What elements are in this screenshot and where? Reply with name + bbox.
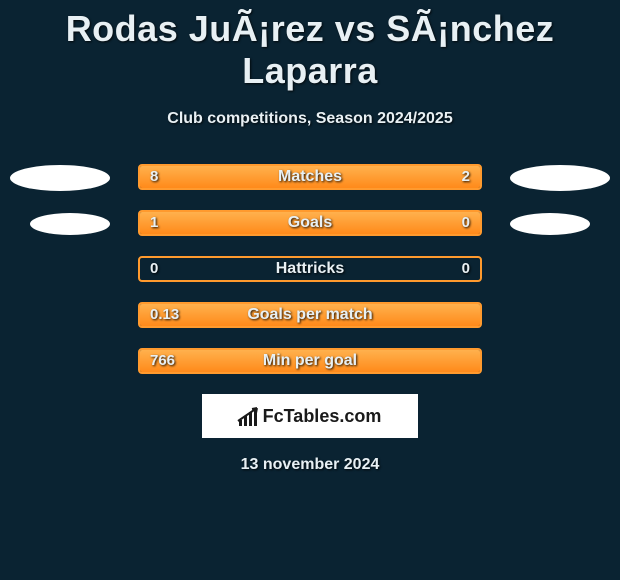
logo: FcTables.com	[239, 406, 382, 427]
stat-label: Hattricks	[140, 258, 480, 280]
comparison-subtitle: Club competitions, Season 2024/2025	[0, 110, 620, 128]
stat-value-left: 8	[150, 166, 158, 188]
stat-row: Matches8 2	[0, 164, 620, 192]
stat-label: Matches	[140, 166, 480, 188]
stat-bar: Goals1 0	[138, 210, 482, 236]
stat-row: Min per goal766	[0, 348, 620, 376]
stat-label: Min per goal	[140, 350, 480, 372]
stat-value-right: 2	[462, 166, 470, 188]
stat-bar: Goals per match0.13	[138, 302, 482, 328]
stat-label: Goals per match	[140, 304, 480, 326]
player-left-marker	[30, 213, 110, 235]
stats-container: Matches82Goals10Hattricks00Goals per mat…	[0, 164, 620, 376]
date-text: 13 november 2024	[0, 456, 620, 474]
logo-chart-icon	[239, 406, 257, 426]
stat-bar: Min per goal766	[138, 348, 482, 374]
player-right-marker	[510, 165, 610, 191]
stat-label: Goals	[140, 212, 480, 234]
stat-row: Hattricks0 0	[0, 256, 620, 284]
stat-bar: Matches8 2	[138, 164, 482, 190]
logo-text: FcTables.com	[263, 406, 382, 427]
stat-value-left: 766	[150, 350, 175, 372]
stat-value-left: 0.13	[150, 304, 179, 326]
stat-value-right: 0	[462, 212, 470, 234]
stat-value-left: 1	[150, 212, 158, 234]
stat-bar: Hattricks0 0	[138, 256, 482, 282]
player-left-marker	[10, 165, 110, 191]
stat-value-left: 0	[150, 258, 158, 280]
stat-value-right: 0	[462, 258, 470, 280]
player-right-marker	[510, 213, 590, 235]
comparison-title: Rodas JuÃ¡rez vs SÃ¡nchez Laparra	[0, 0, 620, 92]
logo-box: FcTables.com	[202, 394, 418, 438]
stat-row: Goals per match0.13	[0, 302, 620, 330]
stat-row: Goals1 0	[0, 210, 620, 238]
